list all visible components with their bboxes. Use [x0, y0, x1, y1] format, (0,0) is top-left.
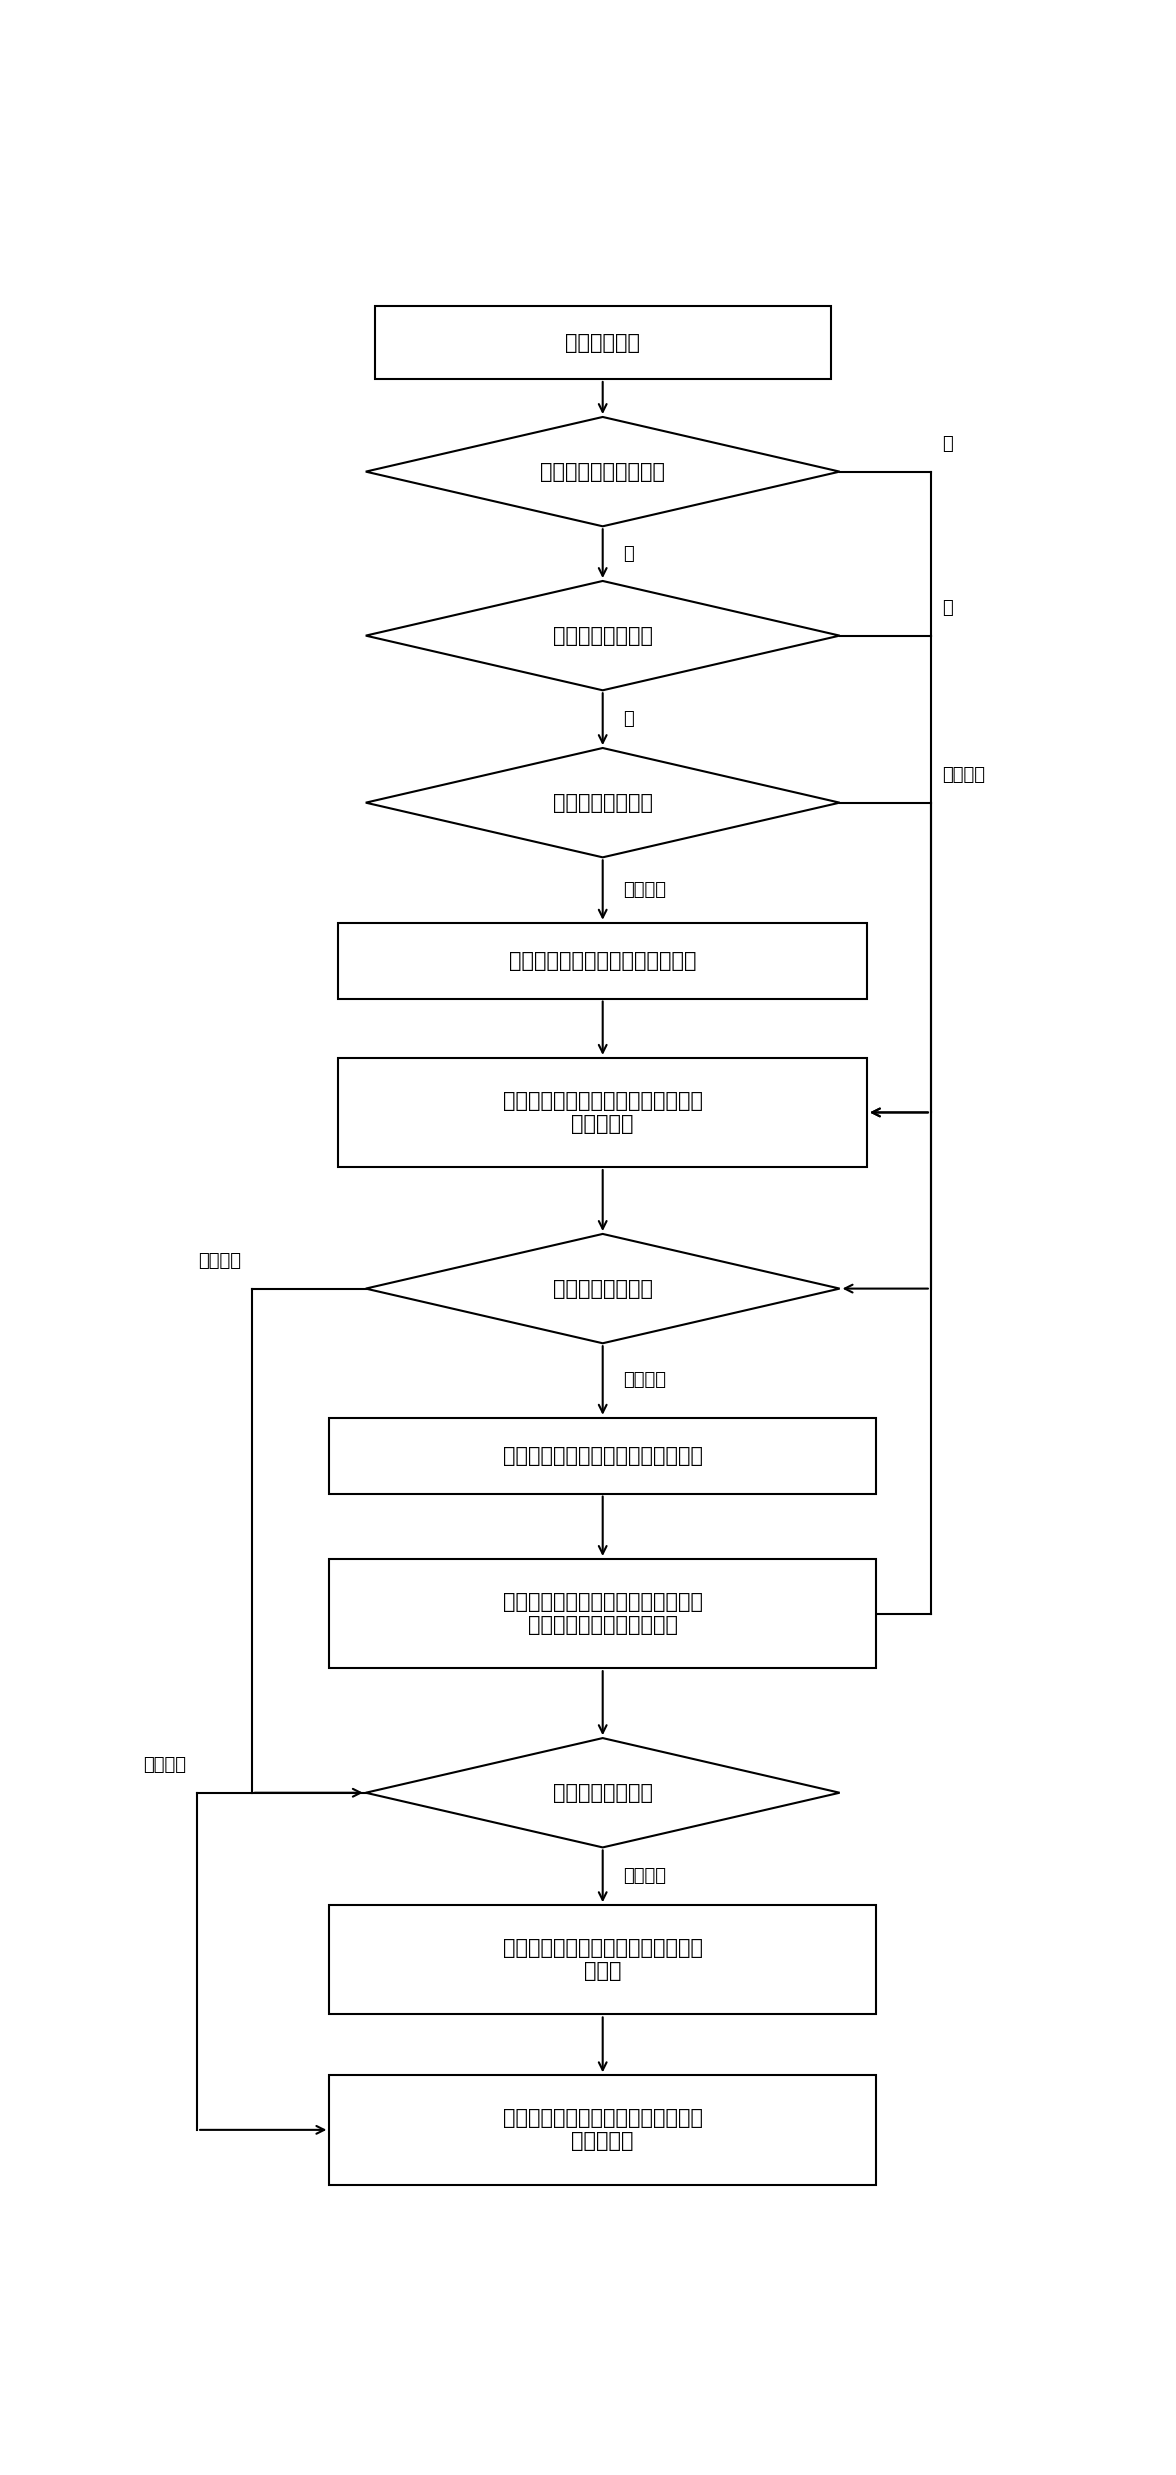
Text: 是: 是 [623, 710, 634, 728]
Polygon shape [366, 747, 840, 856]
Text: 停车请求: 停车请求 [623, 1866, 666, 1886]
Bar [339, 923, 867, 997]
Text: 取车请求: 取车请求 [143, 1757, 186, 1775]
Text: 取车请求: 取车请求 [198, 1252, 241, 1270]
Text: 认证用户终端，将用户车辆迁移至指
定取车点，确认支付后放行: 认证用户终端，将用户车辆迁移至指 定取车点，确认支付后放行 [502, 1591, 703, 1636]
Text: 判断用户是否持有终端: 判断用户是否持有终端 [540, 463, 666, 483]
Polygon shape [366, 1235, 840, 1344]
Text: 停车请求: 停车请求 [623, 881, 666, 898]
Text: 判断用户请求类型: 判断用户请求类型 [553, 1782, 653, 1802]
Text: 查询车位信息反馈到用户，分配车位: 查询车位信息反馈到用户，分配车位 [502, 1445, 703, 1465]
Text: 根据车位空闲情况拒绝用户或引导用
户停放: 根据车位空闲情况拒绝用户或引导用 户停放 [502, 1938, 703, 1982]
Text: 停车请求: 停车请求 [623, 1371, 666, 1388]
Text: 接收用户请求: 接收用户请求 [566, 332, 640, 351]
Polygon shape [366, 1737, 840, 1846]
Text: 将用户车辆迁移至指定取车点，确认
支付后放行: 将用户车辆迁移至指定取车点，确认 支付后放行 [502, 2109, 703, 2151]
Text: 是: 是 [623, 544, 634, 562]
Bar [329, 1559, 876, 1668]
Bar [329, 1906, 876, 2015]
Text: 判断用户是否注册: 判断用户是否注册 [553, 626, 653, 646]
Text: 将用户车辆移送至指定取车点，确认
支付后放行: 将用户车辆移送至指定取车点，确认 支付后放行 [502, 1091, 703, 1134]
Polygon shape [366, 416, 840, 527]
Text: 取车请求: 取车请求 [942, 767, 984, 785]
Bar [339, 1057, 867, 1168]
Polygon shape [366, 582, 840, 691]
Text: 判断用户请求类型: 判断用户请求类型 [553, 1280, 653, 1299]
Bar [329, 1418, 876, 1492]
Bar [329, 2074, 876, 2185]
Text: 否: 否 [942, 436, 953, 453]
Text: 向用户分配车位，反馈并记录信息: 向用户分配车位，反馈并记录信息 [509, 950, 696, 970]
Bar [375, 307, 830, 379]
Text: 否: 否 [942, 599, 953, 616]
Text: 判断用户请求类型: 判断用户请求类型 [553, 792, 653, 812]
